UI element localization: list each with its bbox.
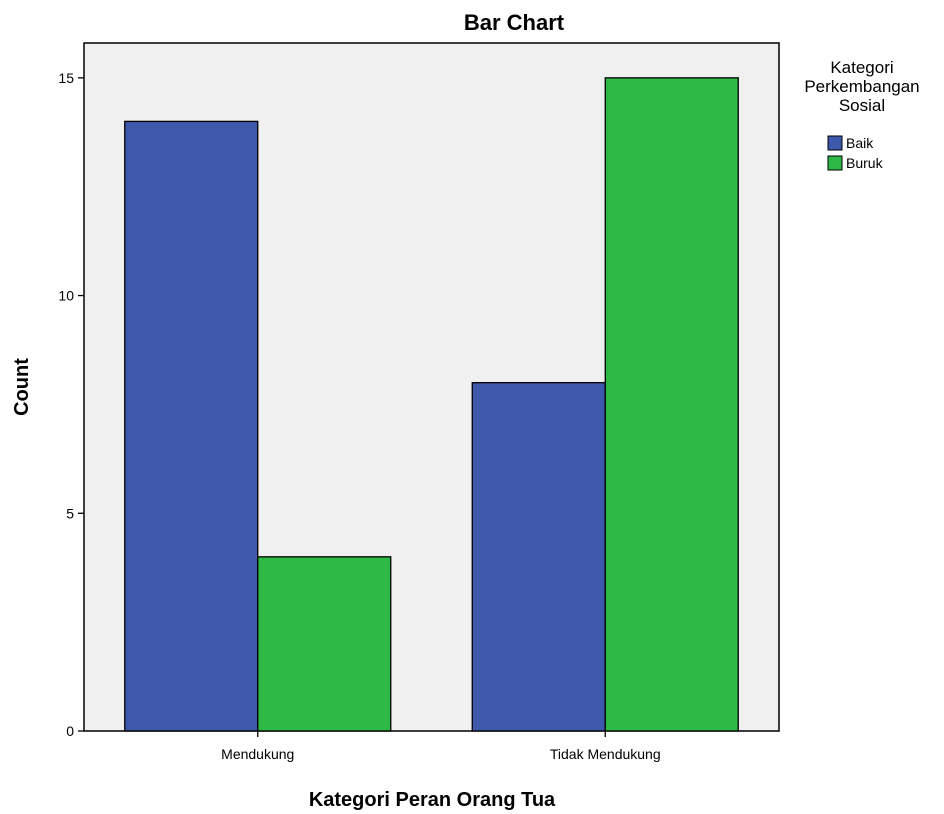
legend-swatch-baik: [827, 135, 843, 151]
legend-title-line: Perkembangan: [804, 77, 919, 96]
bar-baik-mendukung: [124, 120, 259, 732]
x-tick-label: Tidak Mendukung: [550, 746, 661, 762]
x-axis: Mendukung Tidak Mendukung: [221, 731, 661, 762]
legend-label-buruk: Buruk: [846, 155, 884, 171]
y-axis: 0 5 10 15: [58, 70, 84, 739]
bars-group: [124, 77, 739, 732]
legend-title-line: Kategori: [830, 58, 893, 77]
legend-swatch-buruk: [827, 155, 843, 171]
bar-baik-tidak-mendukung: [471, 381, 606, 732]
y-tick-label: 0: [66, 723, 74, 739]
bar-buruk-tidak-mendukung: [604, 77, 739, 732]
chart-title: Bar Chart: [464, 10, 565, 35]
y-tick-label: 10: [58, 288, 74, 304]
y-tick-label: 15: [58, 70, 74, 86]
bar-buruk-mendukung: [257, 556, 392, 732]
legend-label-baik: Baik: [846, 135, 874, 151]
y-tick-label: 5: [66, 505, 74, 521]
x-tick-label: Mendukung: [221, 746, 294, 762]
x-axis-label: Kategori Peran Orang Tua: [309, 789, 556, 811]
legend-title-line: Sosial: [839, 96, 885, 115]
y-axis-label: Count: [11, 358, 33, 416]
